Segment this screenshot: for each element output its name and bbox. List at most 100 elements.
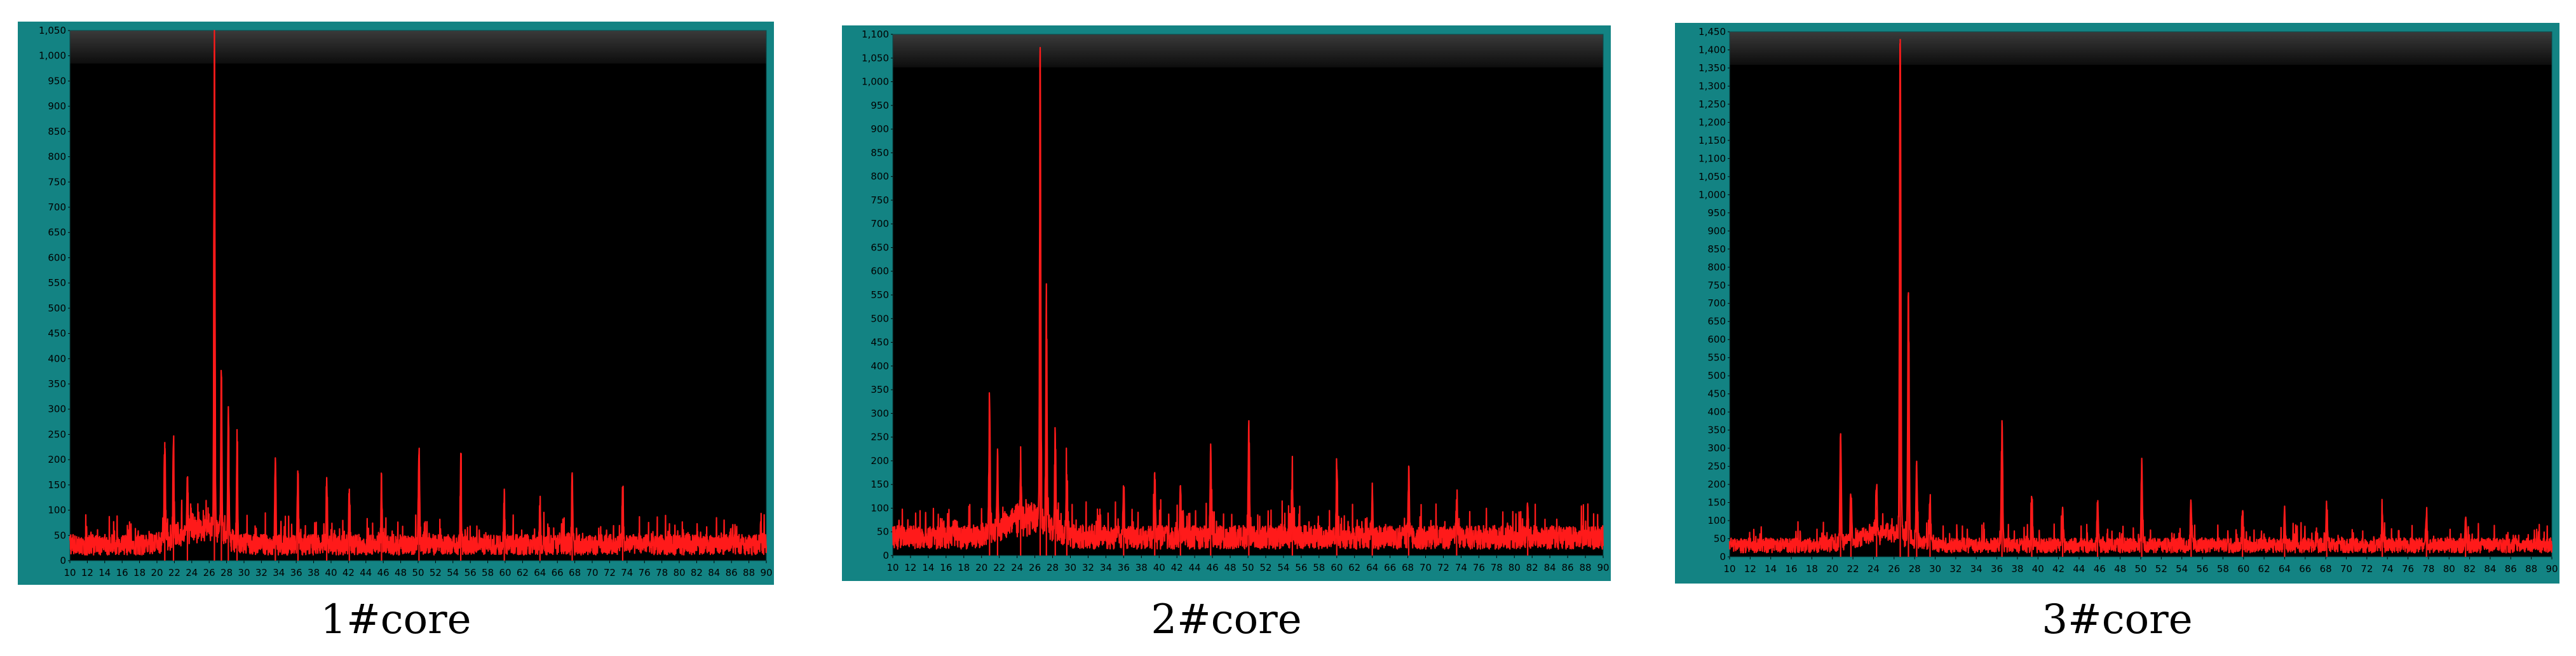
x-tick-label: 34 (1970, 563, 1983, 575)
y-tick-label: 1,050 (862, 52, 889, 64)
y-tick-label: 950 (48, 75, 66, 86)
x-tick-label: 56 (2197, 563, 2209, 575)
x-tick-label: 58 (2217, 563, 2229, 575)
y-tick-label: 1,000 (39, 50, 66, 62)
x-tick-label: 82 (691, 567, 703, 578)
x-tick-label: 14 (922, 562, 934, 573)
x-tick-label: 10 (64, 567, 76, 578)
x-tick-label: 80 (673, 567, 685, 578)
y-tick-label: 450 (871, 337, 889, 348)
x-tick-label: 88 (2525, 563, 2537, 575)
y-tick-label: 800 (871, 171, 889, 182)
y-tick-label: 100 (871, 502, 889, 514)
x-tick-label: 80 (1508, 562, 1521, 573)
plot-header-band (1730, 32, 2552, 65)
y-tick-label: 850 (871, 147, 889, 158)
xrd-chart-1: 0 50 100 150 200 250 300 350 400 450 500 550 600 650 7… (39, 25, 773, 578)
y-tick-label: 900 (1707, 225, 1726, 236)
xrd-series-line (1728, 43, 2553, 554)
y-tick-label: 300 (48, 404, 66, 415)
y-tick-label: 1,250 (1698, 99, 1726, 110)
y-tick-label: 1,100 (862, 29, 889, 40)
y-tick-label: 300 (871, 407, 889, 419)
x-tick-label: 60 (499, 567, 511, 578)
xrd-chart-2: 0 50 100 150 200 250 300 350 400 450 500 550 600 650 7… (862, 29, 1610, 573)
x-tick-label: 60 (2237, 563, 2249, 575)
y-tick-label: 950 (871, 100, 889, 111)
x-tick-label: 50 (2134, 563, 2146, 575)
x-tick-label: 40 (2032, 563, 2044, 575)
x-tick-label: 70 (586, 567, 598, 578)
x-tick-label: 12 (81, 567, 93, 578)
x-tick-label: 26 (1888, 563, 1900, 575)
x-tick-label: 44 (360, 567, 372, 578)
x-tick-label: 30 (1064, 562, 1076, 573)
x-tick-label: 46 (377, 567, 390, 578)
y-tick-label: 750 (1707, 280, 1726, 291)
y-tick-label: 1,400 (1698, 44, 1726, 55)
y-tick-label: 500 (48, 303, 66, 314)
y-tick-label: 100 (1707, 515, 1726, 526)
x-tick-label: 34 (273, 567, 285, 578)
y-tick-label: 550 (1707, 352, 1726, 364)
plot-header-band (893, 34, 1603, 67)
y-tick-label: 600 (1707, 334, 1726, 345)
x-tick-label: 14 (1765, 563, 1777, 575)
y-tick-label: 650 (1707, 316, 1726, 327)
y-tick-label: 800 (1707, 261, 1726, 273)
x-tick-label: 20 (975, 562, 987, 573)
x-tick-label: 54 (1277, 562, 1289, 573)
x-tick-label: 16 (1786, 563, 1798, 575)
xrd-chart-3: 0 50 100 150 200 250 300 350 400 450 500 550 600 650 7… (1698, 26, 2558, 575)
x-tick-label: 76 (2402, 563, 2414, 575)
x-tick-label: 16 (940, 562, 952, 573)
x-tick-label: 50 (412, 567, 424, 578)
x-tick-label: 48 (395, 567, 407, 578)
y-tick-label: 50 (1714, 533, 1726, 545)
x-tick-label: 40 (1153, 562, 1165, 573)
y-tick-label: 1,300 (1698, 80, 1726, 92)
x-tick-label: 44 (1189, 562, 1201, 573)
x-tick-label: 28 (1047, 562, 1059, 573)
x-tick-label: 62 (1348, 562, 1360, 573)
x-tick-label: 74 (1455, 562, 1467, 573)
x-tick-label: 66 (1384, 562, 1396, 573)
y-tick-label: 1,050 (1698, 171, 1726, 182)
x-tick-label: 28 (220, 567, 233, 578)
x-tick-label: 46 (1207, 562, 1219, 573)
x-tick-label: 12 (1744, 563, 1756, 575)
y-tick-label: 1,050 (39, 25, 66, 36)
x-tick-label: 40 (325, 567, 337, 578)
chart-panel-3: 0 50 100 150 200 250 300 350 400 450 500 550 600 650 7… (1675, 23, 2559, 584)
chart-panel-2: 0 50 100 150 200 250 300 350 400 450 500 550 600 650 7… (842, 25, 1611, 581)
plot-header-band (70, 31, 766, 64)
x-tick-label: 32 (1949, 563, 1962, 575)
x-tick-label: 22 (993, 562, 1005, 573)
y-tick-label: 1,000 (862, 76, 889, 88)
x-tick-label: 52 (2155, 563, 2167, 575)
x-tick-label: 26 (203, 567, 215, 578)
x-tick-label: 56 (464, 567, 477, 578)
x-tick-label: 38 (308, 567, 320, 578)
y-tick-label: 900 (871, 123, 889, 135)
y-tick-label: 50 (877, 526, 889, 538)
x-tick-label: 42 (2052, 563, 2064, 575)
x-tick-label: 14 (98, 567, 111, 578)
y-tick-label: 650 (48, 227, 66, 238)
x-tick-label: 64 (2279, 563, 2291, 575)
x-tick-label: 80 (2443, 563, 2455, 575)
x-tick-label: 86 (2505, 563, 2517, 575)
x-tick-label: 68 (1402, 562, 1414, 573)
y-tick-label: 450 (1707, 388, 1726, 400)
x-tick-label: 24 (186, 567, 198, 578)
x-tick-label: 72 (1437, 562, 1449, 573)
x-tick-label: 32 (1082, 562, 1094, 573)
y-tick-label: 1,000 (1698, 189, 1726, 200)
x-tick-label: 78 (656, 567, 668, 578)
x-tick-label: 78 (1491, 562, 1503, 573)
xrd-series-line (69, 29, 768, 556)
x-tick-label: 64 (534, 567, 546, 578)
chart-panel-1: 0 50 100 150 200 250 300 350 400 450 500 550 600 650 7… (18, 22, 774, 585)
y-tick-label: 1,350 (1698, 62, 1726, 74)
x-tick-label: 38 (1135, 562, 1148, 573)
